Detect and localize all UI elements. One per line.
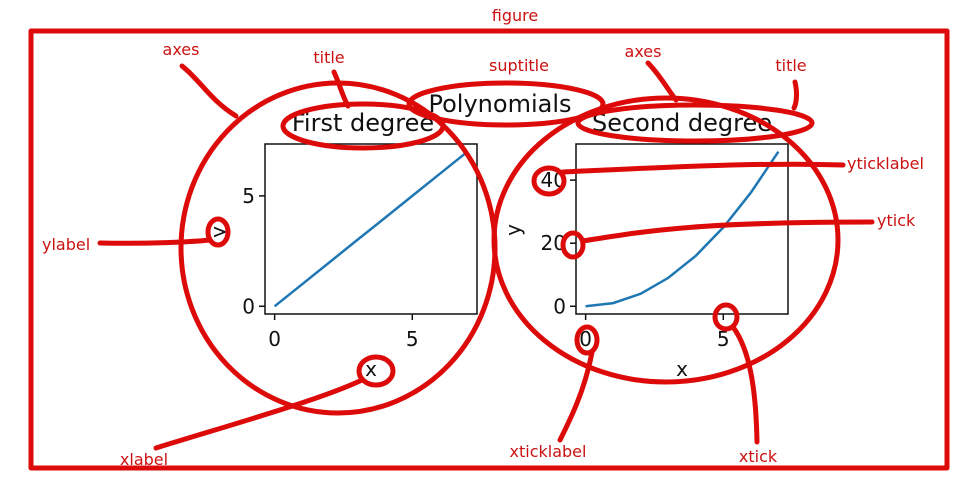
- axes-frame: [575, 143, 789, 315]
- title-right-ellipse: [575, 102, 815, 144]
- axes-first-degree: First degree x y 0 5 0 5: [206, 109, 478, 381]
- y-tick-label: 0: [242, 294, 255, 318]
- series-line: [585, 151, 780, 308]
- axes-left-annotation-label: axes: [163, 40, 200, 59]
- axes-title: First degree: [292, 109, 434, 137]
- xlabel-annotation-label: xlabel: [120, 450, 168, 469]
- yticklabel-pointer: [560, 161, 846, 175]
- title-right-annotation-label: title: [775, 56, 806, 75]
- axes-right-circle: [491, 95, 841, 385]
- xticklabel-pointer: [557, 349, 595, 443]
- ytick-pointer: [580, 219, 875, 244]
- xticklabel-circle: [574, 324, 600, 356]
- axes-left-pointer: [179, 63, 239, 119]
- ytick-annotation-label: ytick: [877, 211, 916, 230]
- yticklabel-annotation-label: yticklabel: [847, 154, 924, 173]
- suptitle: Polynomials: [429, 90, 572, 118]
- axes-right-annotation-label: axes: [625, 42, 662, 61]
- annotation-layer: figure axes title suptitle axes title yt…: [28, 6, 950, 471]
- x-tick-label: 5: [717, 327, 730, 351]
- x-tick-label: 5: [406, 327, 419, 351]
- series-line: [273, 150, 469, 308]
- xlabel-pointer: [153, 377, 365, 451]
- ylabel-pointer: [97, 237, 213, 246]
- ytick-circle: [560, 230, 586, 260]
- yticklabel-circle: [531, 165, 567, 197]
- xtick-annotation-label: xtick: [739, 447, 778, 466]
- y-axis-label: y: [206, 226, 230, 238]
- y-tick-label: 5: [242, 184, 255, 208]
- xticklabel-annotation-label: xticklabel: [510, 442, 587, 461]
- x-tick-label: 0: [579, 327, 592, 351]
- xlabel-circle: [356, 354, 396, 388]
- xtick-circle: [712, 302, 740, 332]
- figure-annotation-label: figure: [492, 6, 538, 25]
- y-tick-label: 0: [553, 294, 566, 318]
- axes-frame: [264, 143, 478, 315]
- x-axis-label: x: [365, 357, 377, 381]
- xtick-pointer: [730, 324, 760, 445]
- title-right-pointer: [791, 79, 800, 111]
- ylabel-circle: [205, 216, 231, 248]
- suptitle-annotation-label: suptitle: [489, 56, 549, 75]
- ylabel-annotation-label: ylabel: [42, 235, 90, 254]
- x-axis-label: x: [676, 357, 688, 381]
- y-axis-label: y: [501, 224, 525, 236]
- axes-right-pointer: [645, 60, 679, 103]
- title-left-pointer: [331, 69, 351, 109]
- x-tick-label: 0: [268, 327, 281, 351]
- title-left-ellipse: [280, 101, 446, 151]
- title-left-annotation-label: title: [313, 48, 344, 67]
- suptitle-ellipse: [406, 80, 606, 128]
- figure-frame-annotation: [28, 28, 950, 471]
